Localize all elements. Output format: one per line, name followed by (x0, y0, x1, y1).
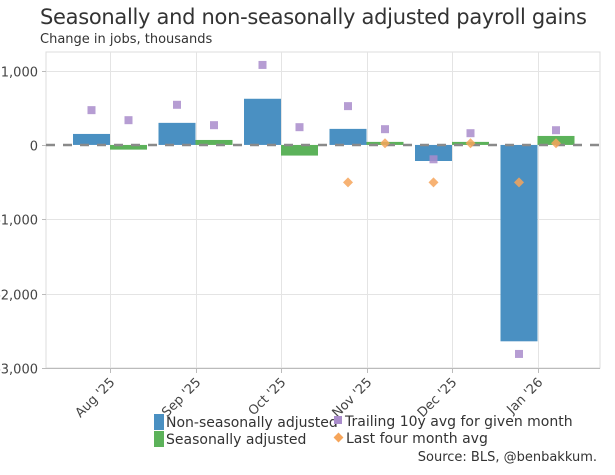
bar-nsa (158, 122, 196, 145)
bar-nsa (244, 98, 281, 145)
bar-nsa (415, 144, 452, 162)
legend-label-four-month-avg: Last four month avg (346, 431, 488, 447)
x-tick-label: Jan '26 (504, 375, 547, 418)
legend-item-nsa[interactable]: Non-seasonally adjusted (154, 414, 338, 431)
bar-sa (110, 144, 147, 150)
marker-trailing-avg-nsa (173, 100, 181, 109)
bars (73, 98, 575, 342)
marker-trailing-avg-sa (466, 129, 475, 138)
bar-nsa (73, 133, 110, 145)
marker-four-month-avg-nsa (343, 177, 353, 188)
y-tick-label: -2,000 (0, 289, 38, 304)
marker-four-month-avg-sa (465, 138, 476, 149)
marker-four-month-avg-sa (551, 138, 561, 149)
marker-four-month-avg-sa (380, 138, 390, 149)
y-tick-label: 0 (30, 140, 38, 155)
bar-sa (281, 144, 318, 156)
marker-four-month-avg-nsa (514, 177, 524, 188)
legend-item-sa[interactable]: Seasonally adjusted (154, 431, 306, 448)
y-tick-label: -1,000 (0, 214, 38, 229)
marker-trailing-avg-sa (210, 121, 218, 130)
chart-subtitle: Change in jobs, thousands (40, 32, 213, 47)
marker-trailing-avg-nsa (87, 106, 96, 115)
square-marker-icon (334, 416, 342, 424)
marker-four-month-avg-nsa (428, 177, 439, 188)
y-tick-label: 1,000 (1, 66, 38, 81)
marker-trailing-avg-sa (295, 123, 304, 132)
marker-trailing-avg-sa (552, 126, 560, 135)
legend-label-trailing-avg: Trailing 10y avg for given month (345, 414, 573, 430)
legend-label-nsa: Non-seasonally adjusted (166, 415, 338, 431)
marker-trailing-avg-nsa (344, 102, 352, 111)
x-tick-label: Aug '25 (73, 375, 119, 421)
legend-label-sa: Seasonally adjusted (166, 432, 307, 448)
bar-sa (195, 139, 233, 145)
bar-nsa (329, 128, 367, 145)
marker-trailing-avg-sa (124, 116, 133, 125)
marker-trailing-avg-nsa (515, 349, 523, 358)
y-tick-label: -3,000 (0, 363, 38, 378)
source-note: Source: BLS, @benbakkum. (417, 450, 597, 465)
x-tick-label: Oct '25 (246, 375, 290, 419)
marker-trailing-avg-sa (381, 125, 389, 134)
diamond-marker-icon (333, 432, 344, 443)
legend-item-trailing-avg[interactable]: Trailing 10y avg for given month (334, 414, 573, 430)
markers (87, 60, 561, 358)
bar-nsa (500, 144, 538, 342)
marker-trailing-avg-nsa (258, 60, 267, 69)
marker-trailing-avg-nsa (429, 155, 438, 164)
legend-item-four-month-avg[interactable]: Last four month avg (333, 431, 488, 447)
legend-swatch-nsa (154, 414, 164, 430)
chart-title: Seasonally and non-seasonally adjusted p… (40, 5, 587, 29)
legend-swatch-sa (154, 431, 164, 447)
